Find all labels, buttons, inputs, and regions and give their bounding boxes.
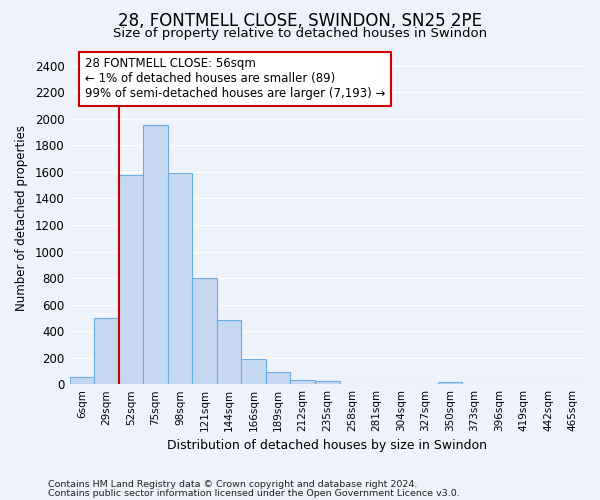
Bar bbox=[290, 380, 315, 384]
Text: 28, FONTMELL CLOSE, SWINDON, SN25 2PE: 28, FONTMELL CLOSE, SWINDON, SN25 2PE bbox=[118, 12, 482, 30]
Bar bbox=[168, 173, 192, 384]
Text: Contains HM Land Registry data © Crown copyright and database right 2024.: Contains HM Land Registry data © Crown c… bbox=[48, 480, 418, 489]
Bar bbox=[70, 377, 94, 384]
Text: 28 FONTMELL CLOSE: 56sqm
← 1% of detached houses are smaller (89)
99% of semi-de: 28 FONTMELL CLOSE: 56sqm ← 1% of detache… bbox=[85, 58, 385, 100]
Bar bbox=[241, 359, 266, 384]
Bar bbox=[266, 372, 290, 384]
Y-axis label: Number of detached properties: Number of detached properties bbox=[15, 126, 28, 312]
Bar bbox=[119, 174, 143, 384]
Bar bbox=[217, 320, 241, 384]
Bar bbox=[94, 318, 119, 384]
Bar bbox=[143, 126, 168, 384]
Text: Size of property relative to detached houses in Swindon: Size of property relative to detached ho… bbox=[113, 28, 487, 40]
Text: Contains public sector information licensed under the Open Government Licence v3: Contains public sector information licen… bbox=[48, 488, 460, 498]
Bar bbox=[438, 382, 462, 384]
Bar bbox=[315, 381, 340, 384]
X-axis label: Distribution of detached houses by size in Swindon: Distribution of detached houses by size … bbox=[167, 440, 487, 452]
Bar bbox=[192, 278, 217, 384]
